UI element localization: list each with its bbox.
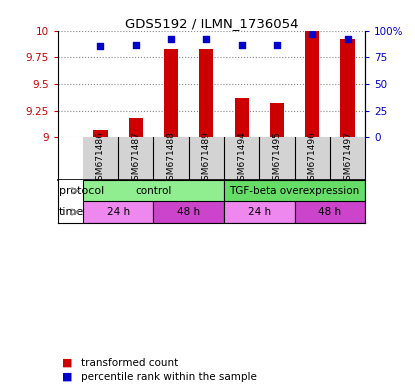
Bar	[164, 49, 178, 137]
Text: GSM671488: GSM671488	[166, 131, 176, 186]
Text: 48 h: 48 h	[318, 207, 342, 217]
Text: ■: ■	[62, 358, 73, 368]
Text: GSM671487: GSM671487	[131, 131, 140, 186]
Text: time: time	[59, 207, 84, 217]
Text: TGF-beta overexpression: TGF-beta overexpression	[229, 186, 360, 196]
Bar	[93, 130, 107, 137]
Text: GSM671489: GSM671489	[202, 131, 211, 186]
Text: GSM671495: GSM671495	[273, 131, 281, 186]
Text: transformed count: transformed count	[81, 358, 178, 368]
Text: GSM671486: GSM671486	[96, 131, 105, 186]
Point	[168, 36, 174, 42]
Text: 24 h: 24 h	[107, 207, 129, 217]
Point	[97, 43, 104, 49]
Text: protocol: protocol	[59, 186, 104, 196]
Text: GSM671497: GSM671497	[343, 131, 352, 186]
Bar	[224, 180, 365, 201]
Text: percentile rank within the sample: percentile rank within the sample	[81, 372, 257, 382]
Point	[132, 41, 139, 48]
Bar	[83, 180, 224, 201]
Point	[309, 31, 315, 37]
Text: 24 h: 24 h	[248, 207, 271, 217]
Bar	[295, 201, 365, 223]
Bar	[234, 98, 249, 137]
Point	[273, 41, 280, 48]
Point	[203, 36, 210, 42]
Bar	[224, 201, 295, 223]
Bar	[199, 49, 213, 137]
Bar	[154, 201, 224, 223]
Bar	[83, 201, 154, 223]
Title: GDS5192 / ILMN_1736054: GDS5192 / ILMN_1736054	[125, 17, 298, 30]
Bar	[340, 39, 354, 137]
Point	[238, 41, 245, 48]
Bar	[270, 103, 284, 137]
Bar	[305, 31, 319, 137]
Text: GSM671496: GSM671496	[308, 131, 317, 186]
Text: ■: ■	[62, 372, 73, 382]
Text: 48 h: 48 h	[177, 207, 200, 217]
Text: GSM671494: GSM671494	[237, 131, 246, 186]
Text: control: control	[135, 186, 171, 196]
Point	[344, 36, 351, 42]
Bar	[129, 118, 143, 137]
